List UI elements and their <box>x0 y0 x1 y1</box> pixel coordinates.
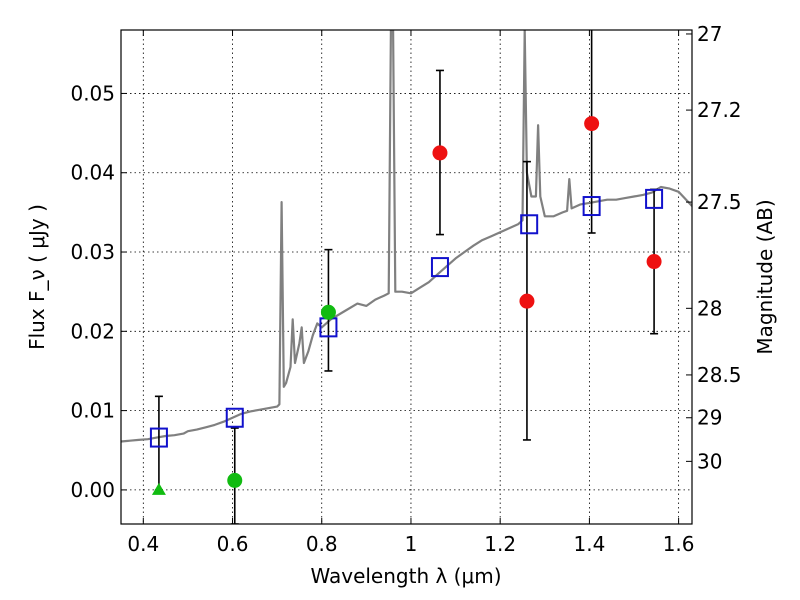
y-tick-label: 0.05 <box>70 81 115 105</box>
model-spectrum-line <box>121 30 692 443</box>
y2-tick-label: 27 <box>697 22 722 46</box>
y2-tick-label: 29 <box>697 406 722 430</box>
observed-point <box>227 472 243 488</box>
plot-area <box>121 30 692 524</box>
y2-tick-label: 27.5 <box>697 190 742 214</box>
x-tick-label: 0.6 <box>217 532 249 556</box>
x-tick-label: 0.8 <box>306 532 338 556</box>
observed-point <box>432 145 448 161</box>
y-tick-label: 0.03 <box>70 240 115 264</box>
y-tick-label: 0.01 <box>70 399 115 423</box>
model-photometry-box <box>520 214 539 235</box>
x-tick-label: 1.4 <box>573 532 605 556</box>
y2-axis-label: Magnitude (AB) <box>753 199 777 354</box>
y-tick-label: 0.00 <box>70 478 115 502</box>
y2-tick-label: 27.2 <box>697 98 742 122</box>
observed-point-triangle <box>151 482 166 495</box>
model-photometry-box <box>582 196 601 217</box>
y2-axis-ticks: 27 27.2 27.5 28 28.5 29 30 <box>686 22 742 473</box>
model-photometry-boxes <box>149 188 664 448</box>
model-photometry-box <box>430 257 449 278</box>
y-tick-label: 0.02 <box>70 319 115 343</box>
x-tick-label: 1.6 <box>663 532 695 556</box>
y2-tick-label: 28.5 <box>697 363 742 387</box>
observed-photometry-points <box>151 116 662 495</box>
x-tick-label: 1 <box>405 532 418 556</box>
model-photometry-box <box>225 407 244 428</box>
plot-frame <box>120 29 693 525</box>
observed-point <box>320 304 336 320</box>
x-axis-ticks: 0.4 0.6 0.8 1 1.2 1.4 1.6 <box>127 30 695 556</box>
model-photometry-box <box>645 188 664 209</box>
grid <box>121 30 692 524</box>
observed-point <box>584 116 600 132</box>
model-photometry-box <box>149 427 168 448</box>
y-axis-ticks: 0.00 0.01 0.02 0.03 0.04 0.05 <box>70 81 127 502</box>
x-axis-label: Wavelength λ (μm) <box>310 564 501 588</box>
x-tick-label: 0.4 <box>127 532 159 556</box>
observed-point <box>519 293 535 309</box>
y2-tick-label: 28 <box>697 296 722 320</box>
y2-tick-label: 30 <box>697 449 722 473</box>
y-axis-label: Flux F_ν ( μJy ) <box>25 204 49 350</box>
observed-point <box>646 254 662 270</box>
y-tick-label: 0.04 <box>70 161 115 185</box>
x-tick-label: 1.2 <box>484 532 516 556</box>
